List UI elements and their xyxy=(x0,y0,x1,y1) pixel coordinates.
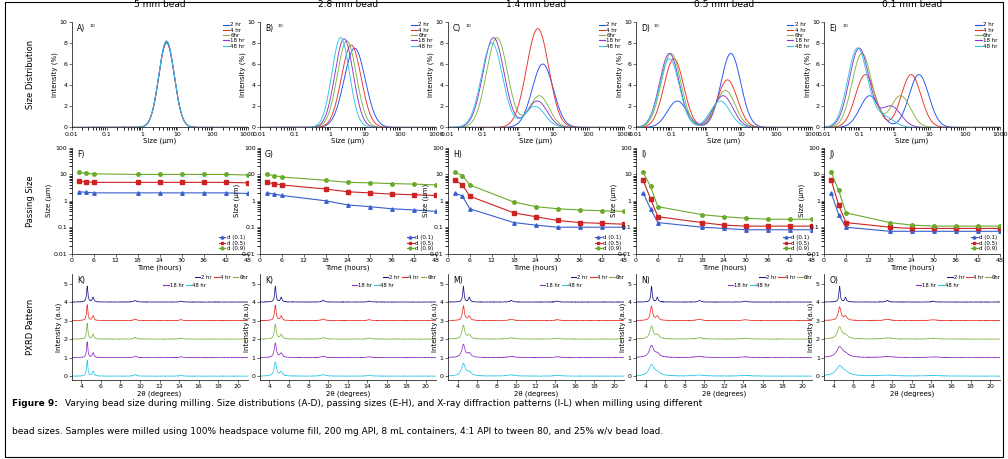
Legend: 18 hr, 48 hr: 18 hr, 48 hr xyxy=(163,283,207,288)
Y-axis label: Size (μm): Size (μm) xyxy=(46,184,52,218)
X-axis label: Size (μm): Size (μm) xyxy=(331,138,364,145)
Text: 5 mm bead: 5 mm bead xyxy=(134,0,185,9)
X-axis label: 2θ (degrees): 2θ (degrees) xyxy=(702,390,746,397)
Text: N): N) xyxy=(641,276,650,285)
X-axis label: Time (hours): Time (hours) xyxy=(702,264,746,271)
X-axis label: Time (hours): Time (hours) xyxy=(890,264,934,271)
Text: M): M) xyxy=(453,276,463,285)
Text: PXRD Pattern: PXRD Pattern xyxy=(26,299,35,355)
Y-axis label: Size (μm): Size (μm) xyxy=(234,184,241,218)
Text: D): D) xyxy=(641,24,650,33)
Text: K): K) xyxy=(265,276,273,285)
Legend: d (0.1), d (0.5), d (0.9): d (0.1), d (0.5), d (0.9) xyxy=(971,235,997,251)
Y-axis label: Intensity (%): Intensity (%) xyxy=(616,52,623,97)
Legend: d (0.1), d (0.5), d (0.9): d (0.1), d (0.5), d (0.9) xyxy=(219,235,245,251)
Legend: 18 hr, 48 hr: 18 hr, 48 hr xyxy=(539,283,583,288)
Text: Varying bead size during milling. Size distributions (A-D), passing sizes (E-H),: Varying bead size during milling. Size d… xyxy=(65,399,702,409)
Legend: 2 hr, 4 hr, 6hr, 18 hr, 48 hr: 2 hr, 4 hr, 6hr, 18 hr, 48 hr xyxy=(787,22,809,49)
X-axis label: 2θ (degrees): 2θ (degrees) xyxy=(890,390,934,397)
X-axis label: Size (μm): Size (μm) xyxy=(519,138,552,145)
X-axis label: Size (μm): Size (μm) xyxy=(143,138,176,145)
Text: J): J) xyxy=(830,150,835,159)
Legend: 2 hr, 4 hr, 6hr, 18 hr, 48 hr: 2 hr, 4 hr, 6hr, 18 hr, 48 hr xyxy=(410,22,432,49)
Text: O): O) xyxy=(830,276,838,285)
Text: $^{10}$: $^{10}$ xyxy=(277,24,284,29)
Text: bead sizes. Samples were milled using 100% headspace volume fill, 200 mg API, 8 : bead sizes. Samples were milled using 10… xyxy=(12,427,663,436)
Text: E): E) xyxy=(830,24,837,33)
Legend: d (0.1), d (0.5), d (0.9): d (0.1), d (0.5), d (0.9) xyxy=(407,235,432,251)
Text: $^{10}$: $^{10}$ xyxy=(466,24,473,29)
Y-axis label: Intensity (a.u): Intensity (a.u) xyxy=(431,302,438,352)
Text: $^{10}$: $^{10}$ xyxy=(842,24,849,29)
Y-axis label: Size (μm): Size (μm) xyxy=(610,184,617,218)
Text: K): K) xyxy=(77,276,85,285)
Legend: 18 hr, 48 hr: 18 hr, 48 hr xyxy=(728,283,770,288)
Text: G): G) xyxy=(265,150,274,159)
Y-axis label: Intensity (%): Intensity (%) xyxy=(51,52,58,97)
Text: I): I) xyxy=(641,150,646,159)
Y-axis label: Intensity (a.u): Intensity (a.u) xyxy=(55,302,62,352)
Text: $^{10}$: $^{10}$ xyxy=(89,24,97,29)
Y-axis label: Intensity (a.u): Intensity (a.u) xyxy=(807,302,814,352)
Text: B): B) xyxy=(265,24,273,33)
Y-axis label: Size (μm): Size (μm) xyxy=(422,184,428,218)
X-axis label: Time (hours): Time (hours) xyxy=(513,264,558,271)
Legend: 2 hr, 4 hr, 6hr, 18 hr, 48 hr: 2 hr, 4 hr, 6hr, 18 hr, 48 hr xyxy=(599,22,621,49)
Y-axis label: Intensity (a.u): Intensity (a.u) xyxy=(244,302,250,352)
Y-axis label: Intensity (%): Intensity (%) xyxy=(428,52,434,97)
Legend: d (0.1), d (0.5), d (0.9): d (0.1), d (0.5), d (0.9) xyxy=(783,235,809,251)
Legend: 18 hr, 48 hr: 18 hr, 48 hr xyxy=(916,283,959,288)
Y-axis label: Size (μm): Size (μm) xyxy=(798,184,804,218)
Text: 2.8 mm bead: 2.8 mm bead xyxy=(318,0,378,9)
Legend: 2 hr, 4 hr, 6hr, 18 hr, 48 hr: 2 hr, 4 hr, 6hr, 18 hr, 48 hr xyxy=(975,22,997,49)
Text: 0.5 mm bead: 0.5 mm bead xyxy=(694,0,754,9)
Text: F): F) xyxy=(77,150,85,159)
X-axis label: Time (hours): Time (hours) xyxy=(137,264,181,271)
Text: H): H) xyxy=(453,150,462,159)
Text: 1.4 mm bead: 1.4 mm bead xyxy=(506,0,565,9)
X-axis label: Time (hours): Time (hours) xyxy=(326,264,370,271)
X-axis label: Size (μm): Size (μm) xyxy=(895,138,928,145)
Text: 0.1 mm bead: 0.1 mm bead xyxy=(882,0,942,9)
Text: Size Distribution: Size Distribution xyxy=(26,40,35,109)
X-axis label: 2θ (degrees): 2θ (degrees) xyxy=(514,390,557,397)
Text: C): C) xyxy=(453,24,462,33)
Y-axis label: Intensity (%): Intensity (%) xyxy=(804,52,810,97)
X-axis label: 2θ (degrees): 2θ (degrees) xyxy=(137,390,181,397)
X-axis label: 2θ (degrees): 2θ (degrees) xyxy=(326,390,370,397)
Text: A): A) xyxy=(77,24,85,33)
Y-axis label: Intensity (%): Intensity (%) xyxy=(240,52,246,97)
Text: Passing Size: Passing Size xyxy=(26,175,35,227)
X-axis label: Size (μm): Size (μm) xyxy=(708,138,741,145)
Text: Figure 9:: Figure 9: xyxy=(12,399,61,409)
Y-axis label: Intensity (a.u): Intensity (a.u) xyxy=(620,302,626,352)
Legend: 2 hr, 4 hr, 6hr, 18 hr, 48 hr: 2 hr, 4 hr, 6hr, 18 hr, 48 hr xyxy=(223,22,245,49)
Text: $^{10}$: $^{10}$ xyxy=(653,24,660,29)
Legend: 18 hr, 48 hr: 18 hr, 48 hr xyxy=(352,283,394,288)
Legend: d (0.1), d (0.5), d (0.9): d (0.1), d (0.5), d (0.9) xyxy=(595,235,621,251)
